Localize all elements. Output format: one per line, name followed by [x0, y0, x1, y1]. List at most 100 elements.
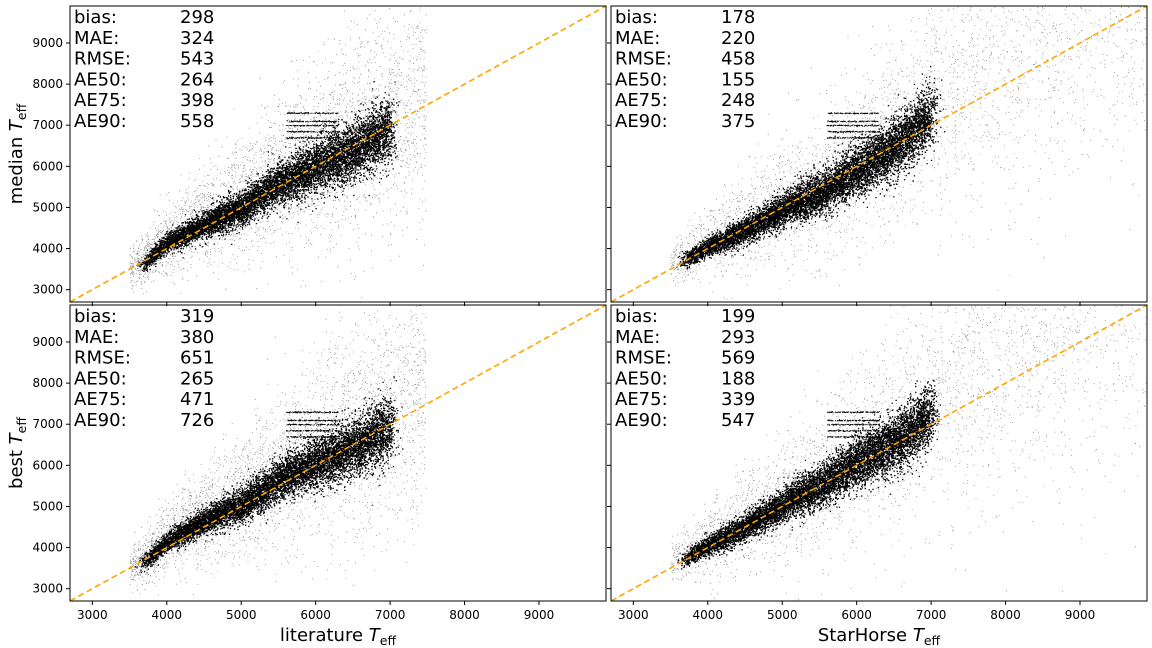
stat-label: AE75: [615, 389, 668, 410]
axis-title-subscript: eff [14, 417, 29, 434]
stat-label: bias: [74, 7, 117, 28]
stat-label: MAE: [615, 28, 660, 49]
stat-value: 569 [721, 348, 755, 369]
stat-label: AE75: [74, 90, 127, 111]
axis-title-prefix: best [6, 444, 27, 489]
stat-label: MAE: [74, 28, 119, 49]
stat-value: 543 [180, 49, 214, 70]
x-tick-label: 9000 [1065, 608, 1096, 622]
stat-value: 298 [180, 7, 214, 28]
stat-value: 155 [721, 69, 755, 90]
stat-value: 264 [180, 69, 214, 90]
stat-value: 458 [721, 49, 755, 70]
stats-block: bias: 319 MAE: 380 RMSE: 651 AE50: 265 AE75: 471 A… [74, 306, 214, 431]
stat-label: RMSE: [615, 348, 672, 369]
stat-value: 398 [180, 90, 214, 111]
dense-core [134, 376, 404, 574]
stat-label: bias: [74, 306, 117, 327]
reference-line-one-to-one [611, 305, 1147, 601]
dense-core [677, 379, 942, 570]
axis-title-prefix: literature [280, 625, 369, 646]
point-cloud [670, 6, 1147, 300]
scatter-panel-r0-c0: 3000 4000 5000 6000 7000 8000 9000 bias: 298 MAE:… [32, 5, 607, 306]
y-tick-label: 9000 [32, 36, 63, 50]
x-axis-title: literature Teff [280, 625, 397, 648]
y-tick-label: 7000 [32, 417, 63, 431]
stripe-artifacts [286, 112, 339, 140]
y-tick-label: 5000 [32, 499, 63, 513]
y-tick-label: 9000 [32, 335, 63, 349]
stat-label: RMSE: [74, 49, 131, 70]
reference-line-one-to-one [611, 6, 1147, 302]
axis-title-subscript: eff [14, 103, 29, 120]
point-cloud [129, 6, 427, 299]
x-tick-label: 5000 [767, 608, 798, 622]
stat-value: 547 [721, 410, 755, 431]
x-tick-label: 5000 [226, 608, 257, 622]
stat-label: AE50: [74, 69, 127, 90]
stat-label: MAE: [615, 327, 660, 348]
axis-title-subscript: eff [380, 633, 397, 648]
stat-value: 220 [721, 28, 755, 49]
stat-value: 380 [180, 327, 214, 348]
reference-line-one-to-one [70, 6, 606, 302]
y-tick-label: 6000 [32, 159, 63, 173]
sparse-halo [129, 6, 427, 299]
x-tick-label: 7000 [916, 608, 947, 622]
scatter-panel-r0-c1: bias: 178 MAE: 220 RMSE: 458 AE50: 155 AE75: 248 A… [607, 5, 1148, 306]
y-tick-label: 4000 [32, 541, 63, 555]
stripe-artifacts [826, 111, 880, 140]
panel-frame [69, 5, 607, 303]
stat-label: AE90: [74, 410, 127, 431]
stat-label: AE75: [74, 389, 127, 410]
axis-title-prefix: median [6, 131, 27, 204]
x-tick-label: 7000 [375, 608, 406, 622]
stat-label: AE90: [74, 111, 127, 132]
y-axis-title: median Teff [6, 103, 29, 204]
x-tick-label: 4000 [152, 608, 183, 622]
y-tick-label: 4000 [32, 242, 63, 256]
stat-label: bias: [615, 306, 658, 327]
stat-label: AE90: [615, 410, 668, 431]
stat-value: 339 [721, 389, 755, 410]
stat-value: 188 [721, 368, 755, 389]
reference-line-one-to-one [70, 305, 606, 601]
x-tick-label: 4000 [693, 608, 724, 622]
stats-block: bias: 298 MAE: 324 RMSE: 543 AE50: 264 AE75: 398 A… [74, 7, 214, 132]
stat-label: AE50: [74, 368, 127, 389]
stat-label: AE75: [615, 90, 668, 111]
stats-block: bias: 178 MAE: 220 RMSE: 458 AE50: 155 AE75: 248 A… [615, 7, 755, 132]
stripe-artifacts [826, 411, 880, 439]
point-cloud [129, 305, 427, 596]
dense-core [137, 81, 400, 272]
dense-core [676, 65, 946, 270]
stat-label: bias: [615, 7, 658, 28]
axis-title-variable: T [369, 625, 382, 646]
y-tick-label: 3000 [32, 283, 63, 297]
stat-value: 471 [180, 389, 214, 410]
axis-title-variable: T [913, 625, 926, 646]
x-tick-label: 6000 [300, 608, 331, 622]
stat-label: MAE: [74, 327, 119, 348]
stat-value: 293 [721, 327, 755, 348]
panel-frame [610, 5, 1148, 303]
axis-title-subscript: eff [924, 633, 941, 648]
x-tick-label: 3000 [77, 608, 108, 622]
stat-label: AE50: [615, 69, 668, 90]
axis-title-prefix: StarHorse [818, 625, 913, 646]
x-tick-label: 9000 [524, 608, 555, 622]
stat-value: 375 [721, 111, 755, 132]
stat-value: 265 [180, 368, 214, 389]
x-tick-label: 8000 [449, 608, 480, 622]
y-tick-label: 6000 [32, 458, 63, 472]
stat-label: AE90: [615, 111, 668, 132]
scatter-panel-r1-c1: 3000 4000 5000 6000 7000 8000 9000 bias: 199 MAE:… [607, 304, 1148, 622]
x-tick-label: 3000 [618, 608, 649, 622]
y-tick-label: 5000 [32, 200, 63, 214]
stats-block: bias: 199 MAE: 293 RMSE: 569 AE50: 188 AE75: 339 A… [615, 306, 755, 431]
point-cloud [670, 305, 1147, 601]
x-tick-label: 8000 [990, 608, 1021, 622]
stat-value: 248 [721, 90, 755, 111]
y-axis-title: best Teff [6, 417, 29, 489]
